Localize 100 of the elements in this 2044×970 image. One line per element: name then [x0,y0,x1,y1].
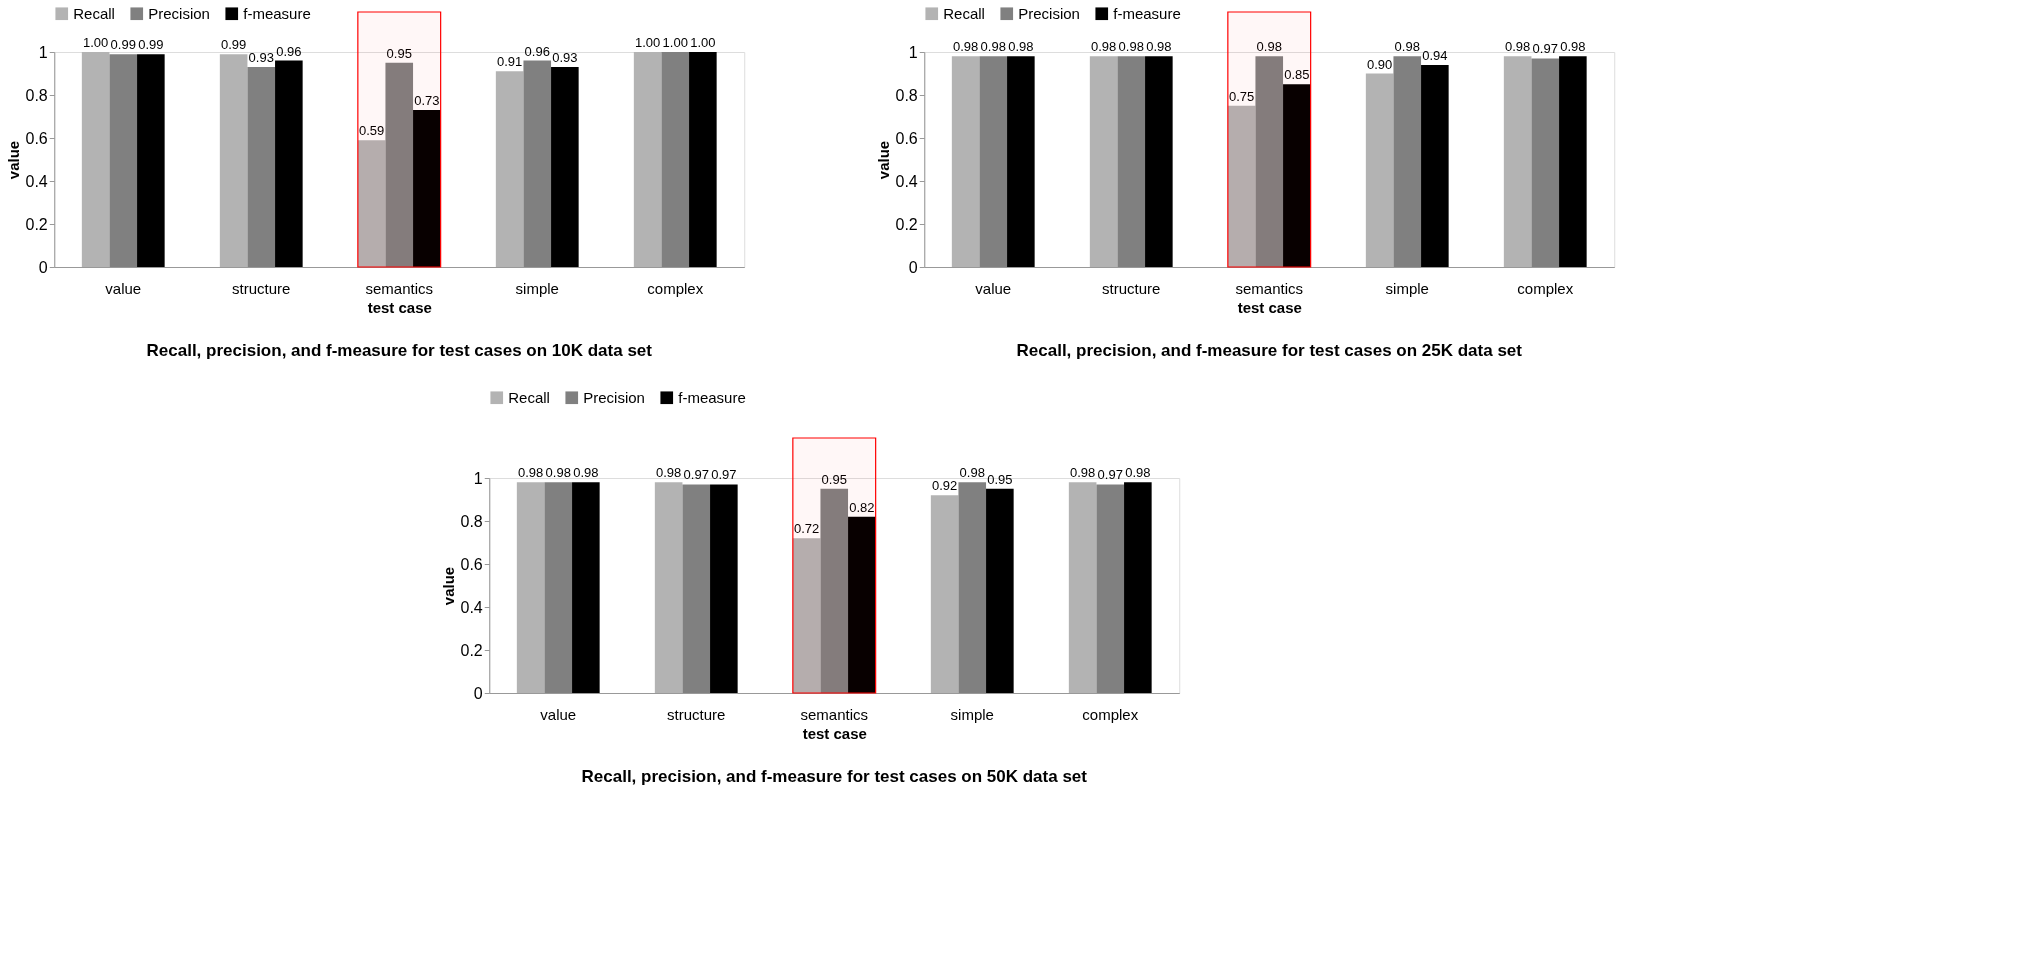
bar [572,482,600,693]
y-tick-label: 0.2 [460,641,483,659]
y-tick-label: 0 [473,684,483,702]
x-tick-label: simple [515,279,559,297]
bar [544,482,573,693]
bar [1365,73,1394,267]
data-label: 0.97 [1532,41,1558,57]
bar [523,60,552,267]
text: Recall, precision, and f-measure for test cases on 10K data set [146,341,653,360]
data-label: 1.00 [634,35,661,50]
data-label: 0.98 [1146,39,1172,55]
y-tick-label: 0.6 [460,555,483,573]
bar [633,52,662,267]
data-label: 0.90 [1366,56,1393,72]
x-tick-label: simple [950,705,994,723]
text: Recall, precision, and f-measure for test cases on 50K data set [581,767,1088,786]
data-label: 0.93 [552,50,578,66]
y-tick-label: 0 [38,258,48,276]
data-label: 0.95 [821,471,847,487]
data-label: 0.95 [386,45,412,61]
bar [1393,56,1422,267]
y-tick-label: 0.4 [460,598,483,616]
bar [848,516,876,693]
bar [951,56,980,267]
x-tick-label: structure [1102,279,1161,297]
bar [81,52,110,267]
data-label: 0.99 [138,37,164,53]
y-axis-title: value [874,140,892,180]
bar [1089,56,1118,267]
data-label: 0.98 [1394,39,1420,55]
data-label: 0.98 [545,465,571,481]
data-label: 1.00 [662,35,688,50]
y-tick-label: 0 [908,258,918,276]
data-label: 0.98 [1125,465,1151,481]
bar [979,56,1008,267]
y-tick-label: 1 [473,469,483,487]
data-label: 0.98 [517,465,544,481]
y-axis-title: value [4,140,22,180]
data-label: 0.98 [655,465,682,481]
bar [958,482,987,693]
x-tick-label: structure [232,279,291,297]
bar [357,140,386,267]
y-tick-label: 0.8 [460,512,483,530]
bar [247,67,276,267]
bar [1227,105,1256,267]
y-axis-title: value [439,566,457,606]
legend-label: Precision [583,388,645,406]
bar [551,67,579,267]
x-tick-label: value [105,279,142,297]
data-label: 1.00 [82,35,109,50]
legend-label: Recall [508,388,550,406]
x-tick-label: semantics [1235,279,1304,297]
bar [413,110,441,267]
x-tick-label: structure [667,705,726,723]
y-tick-label: 0.2 [895,215,918,233]
bar [1531,58,1560,267]
data-label: 0.96 [524,43,550,59]
data-label: 0.98 [1069,465,1096,481]
bar [137,54,165,267]
text: Recall, precision, and f-measure for test cases on 25K data set [1016,341,1523,360]
data-label: 0.98 [1090,39,1117,55]
data-label: 0.98 [573,465,599,481]
x-axis-title: test case [367,298,432,316]
x-tick-label: value [540,705,577,723]
bar [516,482,545,693]
data-label: 1.00 [690,35,716,50]
bar [219,54,248,267]
data-label: 0.82 [849,499,875,515]
y-tick-label: 1 [38,43,48,61]
legend-label: f-measure [243,4,311,22]
y-tick-label: 0.8 [895,86,918,104]
bar [710,484,738,693]
bar [109,54,138,267]
data-label: 0.98 [1560,39,1586,55]
y-tick-label: 0.4 [25,172,48,190]
x-tick-label: semantics [365,279,434,297]
bar [1559,56,1587,267]
data-label: 0.59 [358,123,385,139]
x-axis-title: test case [802,724,867,742]
data-label: 0.95 [987,471,1013,487]
data-label: 0.96 [276,43,302,59]
bar [495,71,524,267]
bar [930,495,959,693]
legend-label: Precision [1018,4,1080,22]
x-tick-label: value [975,279,1012,297]
bar [1145,56,1173,267]
x-tick-label: simple [1385,279,1429,297]
legend-label: Recall [73,4,115,22]
bar [1117,56,1146,267]
y-tick-label: 1 [908,43,918,61]
data-label: 0.97 [711,467,737,483]
y-tick-label: 0.4 [895,172,918,190]
data-label: 0.98 [1504,39,1531,55]
data-label: 0.98 [1256,39,1282,55]
bar [661,52,690,267]
data-label: 0.73 [414,93,440,109]
data-label: 0.75 [1228,88,1255,104]
data-label: 0.99 [110,37,136,53]
legend-label: f-measure [1113,4,1181,22]
bar [1007,56,1035,267]
